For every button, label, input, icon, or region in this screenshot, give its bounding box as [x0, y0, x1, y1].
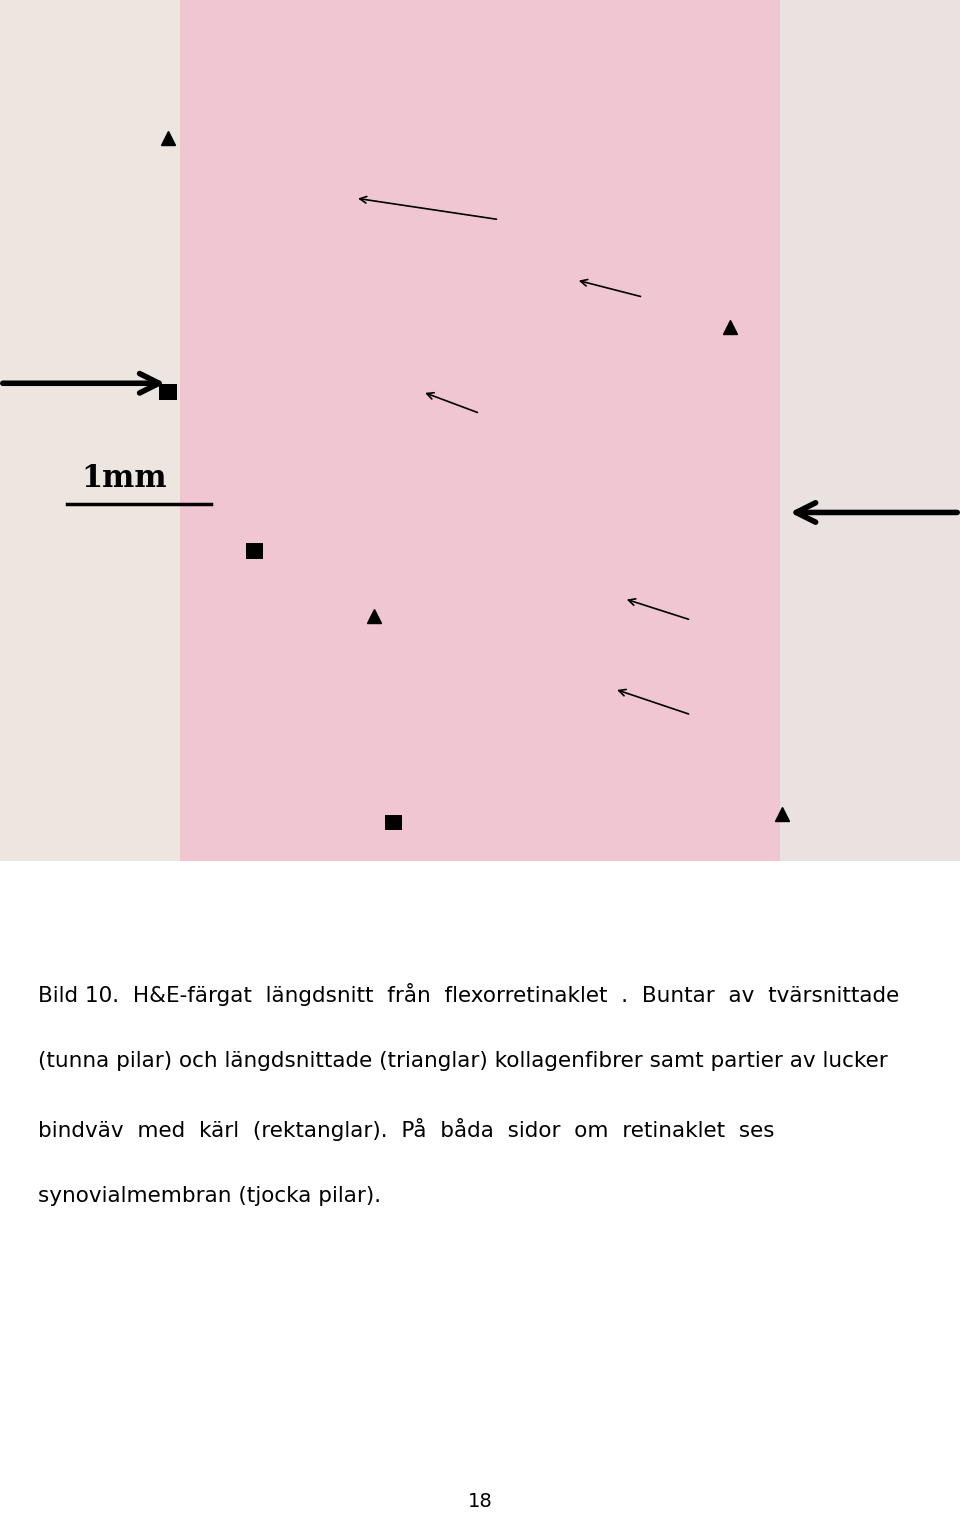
Text: (tunna pilar) och längdsnittade (trianglar) kollagenfibrer samt partier av lucke: (tunna pilar) och längdsnittade (triangl… [38, 1050, 888, 1070]
Text: synovialmembran (tjocka pilar).: synovialmembran (tjocka pilar). [38, 1186, 381, 1206]
Bar [246, 543, 263, 558]
Bar [159, 384, 177, 400]
Text: 1mm: 1mm [82, 463, 167, 494]
Text: bindväv  med  kärl  (rektanglar).  På  båda  sidor  om  retinaklet  ses: bindväv med kärl (rektanglar). På båda s… [38, 1118, 775, 1141]
Text: Bild 10.  H&E-färgat  längdsnitt  från  flexorretinaklet  .  Buntar  av  tvärsni: Bild 10. H&E-färgat längdsnitt från flex… [38, 983, 900, 1006]
Text: 18: 18 [468, 1492, 492, 1510]
Bar [385, 815, 402, 831]
